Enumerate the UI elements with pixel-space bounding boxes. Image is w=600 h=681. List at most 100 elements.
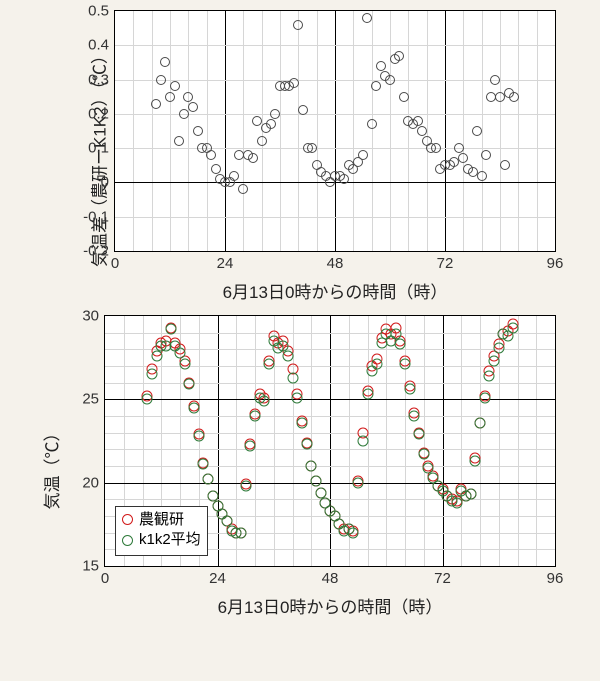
data-point [490,75,500,85]
gridline-h [105,483,555,484]
data-point [235,527,246,538]
data-point [142,394,153,405]
data-point [414,429,425,440]
data-point [257,136,267,146]
data-point [385,75,395,85]
legend-label: 農観研 [139,510,184,531]
gridline-v [274,316,275,566]
legend-marker-icon [122,514,133,525]
data-point [348,527,359,538]
gridline-h [105,449,555,450]
data-point [193,126,203,136]
data-point [229,171,239,181]
data-point [198,459,209,470]
data-point [493,342,504,353]
data-point [400,359,411,370]
data-point [431,143,441,153]
gridline-v [405,316,406,566]
gridline-v [537,11,538,251]
data-point [454,143,464,153]
gridline-h [115,148,555,149]
data-point [357,436,368,447]
legend: 農観研k1k2平均 [115,506,208,556]
gridline-h [115,217,555,218]
data-point [307,143,317,153]
gridline-v [408,11,409,251]
data-point [270,109,280,119]
data-point [371,359,382,370]
data-point [376,61,386,71]
data-point [151,99,161,109]
y-axis-label: 気温（℃） [38,424,63,509]
data-point [179,359,190,370]
data-point [238,184,248,194]
data-point [188,102,198,112]
data-point [266,119,276,129]
plot-area: -0.2-0.100.10.20.30.40.5024487296 [114,10,556,252]
data-point [477,171,487,181]
chart-page: 気温差（農研ーK1K2）（℃） -0.2-0.100.10.20.30.40.5… [10,10,590,618]
gridline-v [225,11,226,251]
gridline-v [243,11,244,251]
data-point [292,392,303,403]
data-point [156,75,166,85]
legend-item: k1k2平均 [122,530,201,551]
gridline-v [518,11,519,251]
gridline-v [152,11,153,251]
gridline-v [445,11,446,251]
legend-item: 農観研 [122,510,201,531]
data-point [509,92,519,102]
data-point [293,20,303,30]
gridline-v [207,11,208,251]
y-tick-label: -0.1 [83,208,115,225]
data-point [287,372,298,383]
data-point [206,150,216,160]
data-point [481,150,491,160]
data-point [394,51,404,61]
gridline-h [115,45,555,46]
gridline-h [105,433,555,434]
y-tick-label: 0.4 [88,37,115,54]
gridline-v [298,11,299,251]
data-point [395,339,406,350]
data-point [301,439,312,450]
y-tick-label: 0.1 [88,140,115,157]
x-tick-label: 72 [434,566,451,587]
data-point [413,116,423,126]
data-point [479,392,490,403]
data-point [306,461,317,472]
x-tick-label: 48 [327,251,344,272]
gridline-v [386,316,387,566]
data-point [240,481,251,492]
data-point [146,369,157,380]
data-point [248,153,258,163]
gridline-h [105,383,555,384]
data-point [165,324,176,335]
data-point [151,351,162,362]
gridline-v [463,11,464,251]
data-point [484,371,495,382]
data-point [296,417,307,428]
y-tick-label: 20 [82,474,105,491]
data-point [175,347,186,358]
data-point [259,396,270,407]
gridline-v [480,316,481,566]
data-point [179,109,189,119]
x-tick-label: 0 [101,566,109,587]
data-point [264,359,275,370]
gridline-h [115,80,555,81]
gridline-v [353,11,354,251]
diff-chart: 気温差（農研ーK1K2）（℃） -0.2-0.100.10.20.30.40.5… [44,10,556,303]
x-axis-label: 6月13日0時からの時間（時） [104,593,556,618]
data-point [472,126,482,136]
data-point [507,322,518,333]
data-point [458,153,468,163]
gridline-v [390,11,391,251]
x-tick-label: 24 [217,251,234,272]
data-point [500,160,510,170]
data-point [298,105,308,115]
y-tick-label: 0 [101,174,115,191]
data-point [367,119,377,129]
y-tick-label: 0.5 [88,3,115,20]
legend-label: k1k2平均 [139,530,201,551]
